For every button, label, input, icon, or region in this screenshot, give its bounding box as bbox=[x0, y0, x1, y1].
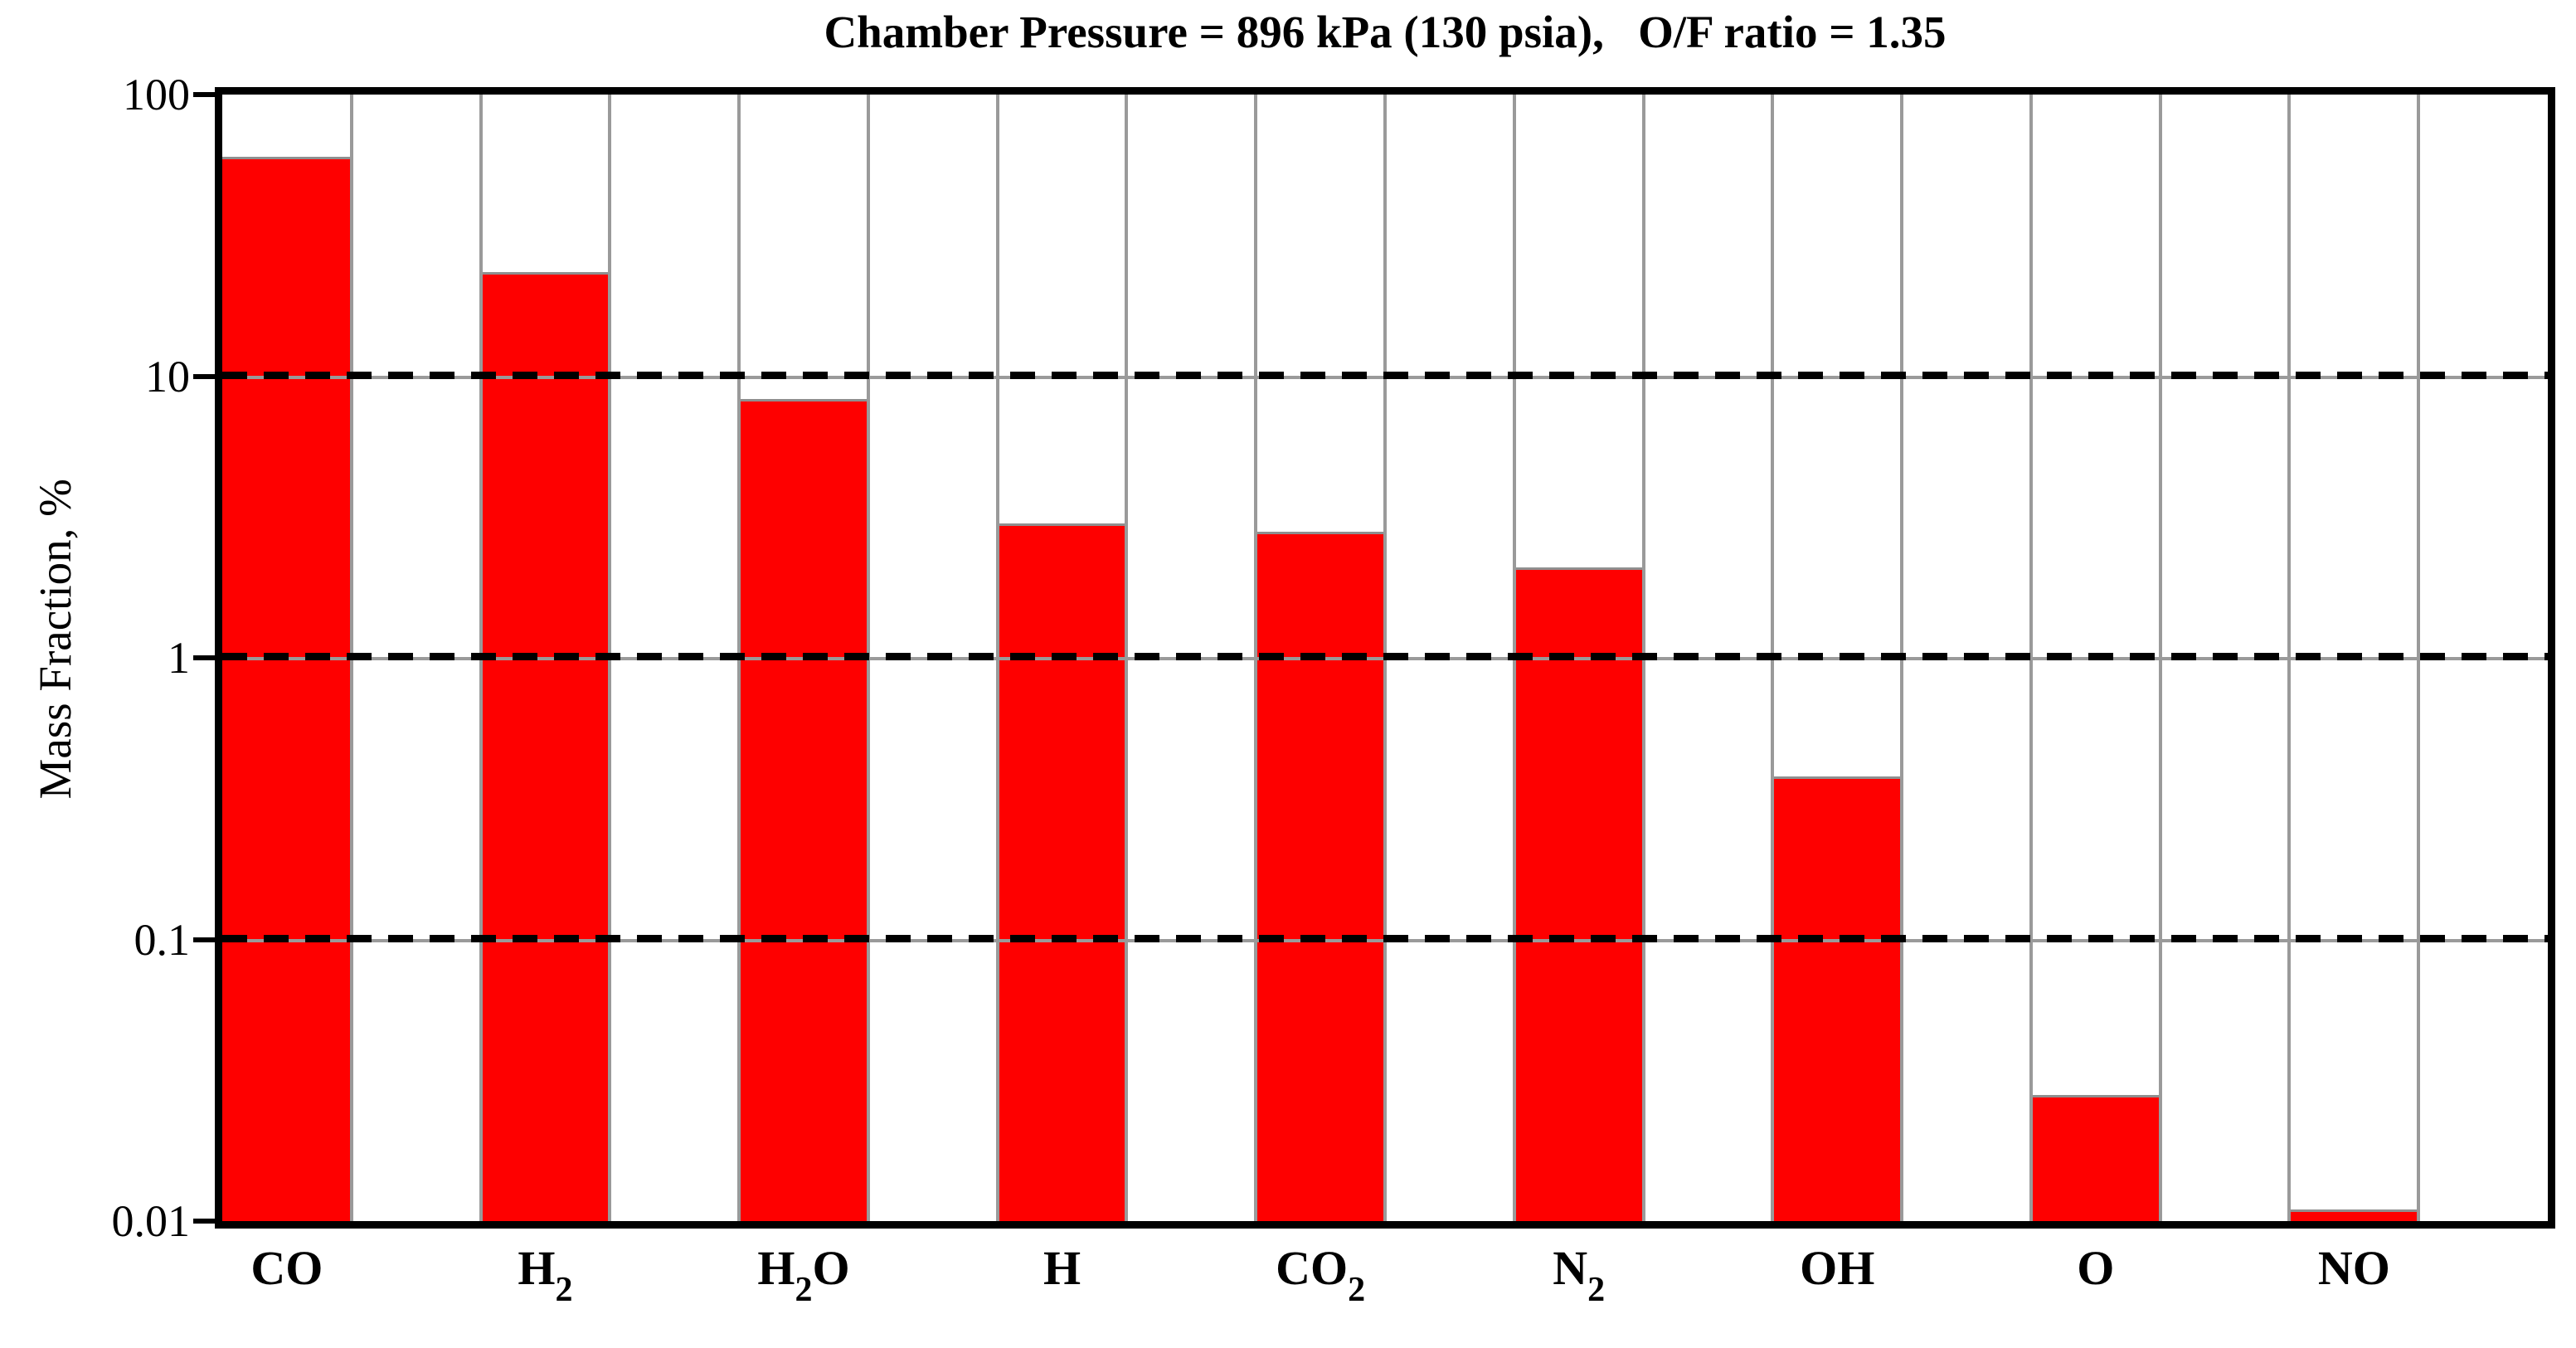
x-tick-label-H2: H2 bbox=[518, 1241, 573, 1310]
x-tick-label-CO2: CO2 bbox=[1276, 1241, 1366, 1310]
bar-OH bbox=[1772, 776, 1903, 1221]
bar-N2 bbox=[1514, 567, 1644, 1221]
bar-CO2 bbox=[1256, 532, 1385, 1221]
y-tick-mark bbox=[193, 1219, 216, 1224]
bar-H bbox=[997, 523, 1127, 1221]
x-tick-label-NO: NO bbox=[2317, 1241, 2390, 1295]
y-tick-label: 10 bbox=[145, 351, 190, 401]
x-tick-label-N2: N2 bbox=[1553, 1241, 1606, 1310]
y-tick-mark bbox=[193, 655, 216, 660]
y-tick-label: 0.1 bbox=[134, 914, 191, 965]
y-tick-label: 1 bbox=[168, 633, 190, 683]
plot-area bbox=[215, 87, 2555, 1229]
y-tick-mark bbox=[193, 92, 216, 97]
x-tick-label-CO: CO bbox=[250, 1241, 323, 1295]
y-tick-label: 100 bbox=[123, 70, 190, 119]
h-gridline-dashed bbox=[222, 653, 2548, 660]
bar-NO bbox=[2289, 1209, 2419, 1221]
x-tick-label-O: O bbox=[2077, 1241, 2115, 1295]
x-tick-label-OH: OH bbox=[1800, 1241, 1875, 1295]
chart-title: Chamber Pressure = 896 kPa (130 psia), O… bbox=[824, 7, 1947, 57]
x-tick-label-subscript: 2 bbox=[795, 1271, 813, 1309]
h-gridline-dashed bbox=[222, 934, 2548, 942]
x-tick-label-subscript: 2 bbox=[555, 1271, 573, 1309]
x-tick-label-subscript: 2 bbox=[1587, 1271, 1606, 1309]
y-tick-label: 0.01 bbox=[111, 1196, 191, 1246]
bar-O bbox=[2030, 1095, 2160, 1221]
bar-CO bbox=[222, 157, 352, 1221]
bar-H2 bbox=[480, 271, 610, 1221]
h-gridline-dashed bbox=[222, 371, 2548, 379]
y-tick-mark bbox=[193, 373, 216, 379]
y-tick-mark bbox=[193, 937, 216, 942]
bar-H2O bbox=[739, 398, 868, 1221]
x-tick-label-H2O: H2O bbox=[757, 1241, 850, 1310]
x-tick-label-H: H bbox=[1043, 1241, 1081, 1295]
x-tick-label-subscript: 2 bbox=[1348, 1271, 1366, 1309]
